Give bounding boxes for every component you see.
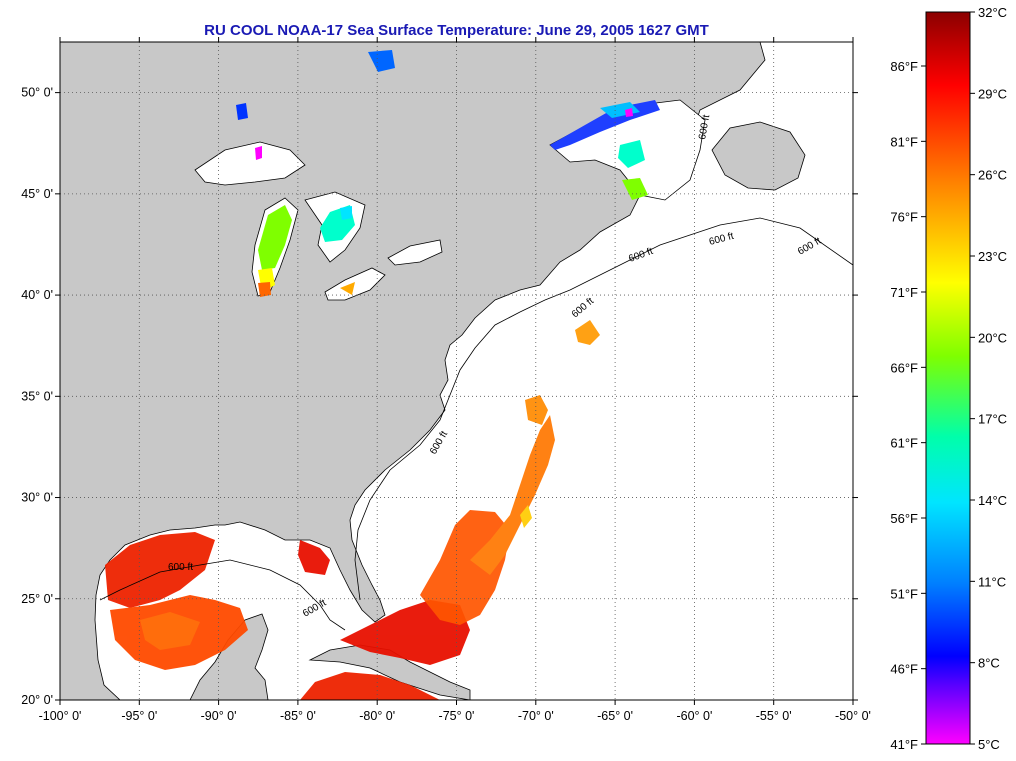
lat-tick-label: 25° 0' [21,592,53,606]
latitude-axis: 20° 0' 25° 0' 30° 0' 35° 0' 40° 0' 45° 0' 50° … [21,86,858,707]
celsius-label: 26°C [978,168,1007,183]
celsius-label: 11°C [978,574,1006,589]
celsius-label: 29°C [978,86,1007,101]
temperature-colorbar: 32°C 29°C 26°C 23°C 20°C 17°C 14°C 11°C 8°C 5°C 8… [890,5,1007,752]
fahrenheit-label: 81°F [890,134,918,149]
fahrenheit-label: 71°F [890,285,918,300]
lat-tick-label: 50° 0' [21,86,53,100]
fahrenheit-label: 51°F [890,586,918,601]
fahrenheit-label: 41°F [890,737,918,752]
sst-st-lawrence [550,100,660,200]
landmass-newfoundland [711,121,806,191]
fahrenheit-label: 61°F [890,436,918,451]
lon-tick-label: -95° 0' [121,709,157,723]
contour-label-labrador: 600 ft [697,114,712,141]
celsius-label: 17°C [978,412,1007,427]
celsius-label: 23°C [978,249,1007,264]
lon-tick-label: -90° 0' [201,709,237,723]
lon-tick-label: -80° 0' [359,709,395,723]
colorbar-gradient [925,11,971,745]
lon-tick-label: -65° 0' [597,709,633,723]
celsius-label: 5°C [978,737,1000,752]
celsius-label: 8°C [978,656,1000,671]
fahrenheit-label: 66°F [890,360,918,375]
lon-tick-label: -55° 0' [756,709,792,723]
lat-tick-label: 20° 0' [21,693,53,707]
celsius-label: 32°C [978,5,1007,20]
map-gridlines [60,42,853,700]
lon-tick-label: -85° 0' [280,709,316,723]
colorbar-fahrenheit-labels: 86°F 81°F 76°F 71°F 66°F 61°F 56°F 51°F 46°F 41°F [890,59,926,752]
lon-tick-label: -50° 0' [835,709,871,723]
lon-tick-label: -75° 0' [439,709,475,723]
fahrenheit-label: 56°F [890,511,918,526]
celsius-label: 20°C [978,330,1007,345]
lake-superior [194,141,306,186]
longitude-axis: -100° 0' -95° 0' -90° 0' -85° 0' -80° 0' -75°… [39,37,871,723]
fahrenheit-label: 76°F [890,210,918,225]
lat-tick-label: 30° 0' [21,491,53,505]
lat-tick-label: 45° 0' [21,187,53,201]
celsius-label: 14°C [978,493,1007,508]
lat-tick-label: 40° 0' [21,288,53,302]
sst-great-lakes [236,50,395,297]
colorbar-celsius-labels: 32°C 29°C 26°C 23°C 20°C 17°C 14°C 11°C 8°C 5°C [970,5,1007,752]
sst-gulf-of-mexico [105,532,330,670]
map-title: RU COOL NOAA-17 Sea Surface Temperature:… [204,22,709,39]
contour-label-gulf: 600 ft [168,562,193,573]
map-panel: 600 ft 600 ft 600 ft 600 ft 600 ft 600 f… [60,42,853,700]
lat-tick-label: 35° 0' [21,389,53,403]
landmass-north-america [60,42,766,700]
fahrenheit-label: 86°F [890,59,918,74]
lake-ontario [387,239,443,266]
lon-tick-label: -70° 0' [518,709,554,723]
sst-atlantic-gulf-stream [420,320,600,625]
landmass-yucatan [189,613,269,700]
lon-tick-label: -100° 0' [39,709,82,723]
lon-tick-label: -60° 0' [676,709,712,723]
depth-contour-600ft [99,217,853,631]
fahrenheit-label: 46°F [890,662,918,677]
